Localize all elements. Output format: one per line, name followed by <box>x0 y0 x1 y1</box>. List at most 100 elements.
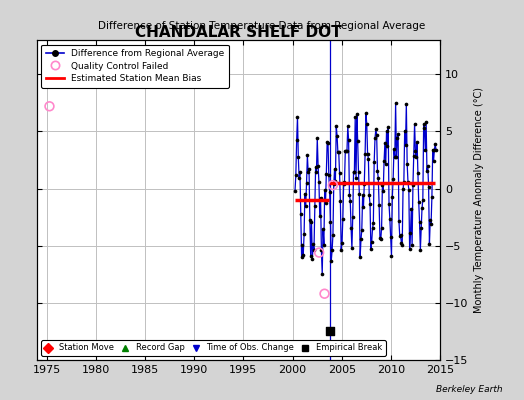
Point <box>328 247 336 254</box>
Point <box>293 114 302 120</box>
Point <box>342 148 351 154</box>
Point <box>419 196 427 203</box>
Point <box>380 158 388 164</box>
Point <box>312 168 321 175</box>
Point <box>354 138 362 144</box>
Point <box>321 187 329 194</box>
Point <box>366 201 374 207</box>
Point <box>343 148 351 154</box>
Point <box>336 197 345 204</box>
Point <box>363 120 371 127</box>
Point <box>329 232 337 238</box>
Point <box>344 123 352 130</box>
Point <box>358 192 367 199</box>
Point <box>294 154 302 160</box>
Point <box>416 218 424 225</box>
Point <box>305 216 314 223</box>
Point <box>428 194 436 200</box>
Point <box>313 135 321 142</box>
Point <box>384 124 392 130</box>
Point <box>413 138 421 145</box>
Point <box>361 150 369 157</box>
Point <box>365 192 374 199</box>
Point <box>404 179 412 185</box>
Point <box>348 214 357 220</box>
Point <box>412 154 420 160</box>
Point <box>374 175 383 182</box>
Point <box>417 225 425 231</box>
Point <box>348 245 356 252</box>
Point <box>296 169 304 175</box>
Point <box>346 198 354 204</box>
Point <box>427 221 435 227</box>
Point <box>326 328 334 335</box>
Point <box>292 137 301 144</box>
Point <box>302 180 311 186</box>
Point <box>392 154 401 160</box>
Point <box>334 149 342 156</box>
Point <box>303 152 312 159</box>
Point <box>354 169 363 176</box>
Point <box>367 246 375 252</box>
Point <box>423 168 431 174</box>
Point <box>329 182 337 188</box>
Point <box>387 253 396 259</box>
Point <box>376 235 384 241</box>
Point <box>301 190 309 197</box>
Point <box>398 242 407 248</box>
Point <box>340 179 348 185</box>
Point <box>405 186 413 193</box>
Point <box>400 128 409 134</box>
Point <box>298 254 306 260</box>
Point <box>334 149 343 155</box>
Point <box>322 171 331 177</box>
Point <box>359 204 368 211</box>
Point <box>299 252 308 258</box>
Point <box>407 206 416 212</box>
Point <box>339 216 347 222</box>
Point <box>394 131 402 138</box>
Point <box>418 205 426 212</box>
Point <box>325 172 333 178</box>
Point <box>324 139 332 146</box>
Point <box>327 257 335 264</box>
Point <box>333 132 341 139</box>
Point <box>331 178 340 184</box>
Point <box>420 121 428 128</box>
Point <box>379 188 387 194</box>
Point <box>352 175 360 182</box>
Point <box>429 147 437 153</box>
Point <box>399 186 407 192</box>
Point <box>311 164 320 170</box>
Point <box>383 142 391 149</box>
Point <box>373 168 381 174</box>
Point <box>341 148 350 154</box>
Point <box>383 128 391 134</box>
Point <box>347 225 355 232</box>
Point <box>318 271 326 277</box>
Point <box>397 240 406 246</box>
Point <box>362 110 370 116</box>
Legend: Station Move, Record Gap, Time of Obs. Change, Empirical Break: Station Move, Record Gap, Time of Obs. C… <box>41 340 386 356</box>
Point <box>378 182 387 188</box>
Point <box>331 166 339 172</box>
Point <box>421 147 430 153</box>
Point <box>308 256 316 262</box>
Point <box>371 135 379 142</box>
Point <box>413 170 422 176</box>
Point <box>430 147 439 153</box>
Point <box>389 175 397 182</box>
Point <box>337 246 345 253</box>
Point <box>386 216 394 222</box>
Point <box>377 224 386 231</box>
Point <box>304 169 312 176</box>
Point <box>315 179 323 185</box>
Title: CHANDALAR SHELF DOT: CHANDALAR SHELF DOT <box>135 25 342 40</box>
Point <box>372 126 380 133</box>
Point <box>45 103 53 110</box>
Point <box>423 162 432 169</box>
Point <box>410 121 419 127</box>
Point <box>411 148 420 154</box>
Point <box>390 154 399 160</box>
Point <box>344 137 353 143</box>
